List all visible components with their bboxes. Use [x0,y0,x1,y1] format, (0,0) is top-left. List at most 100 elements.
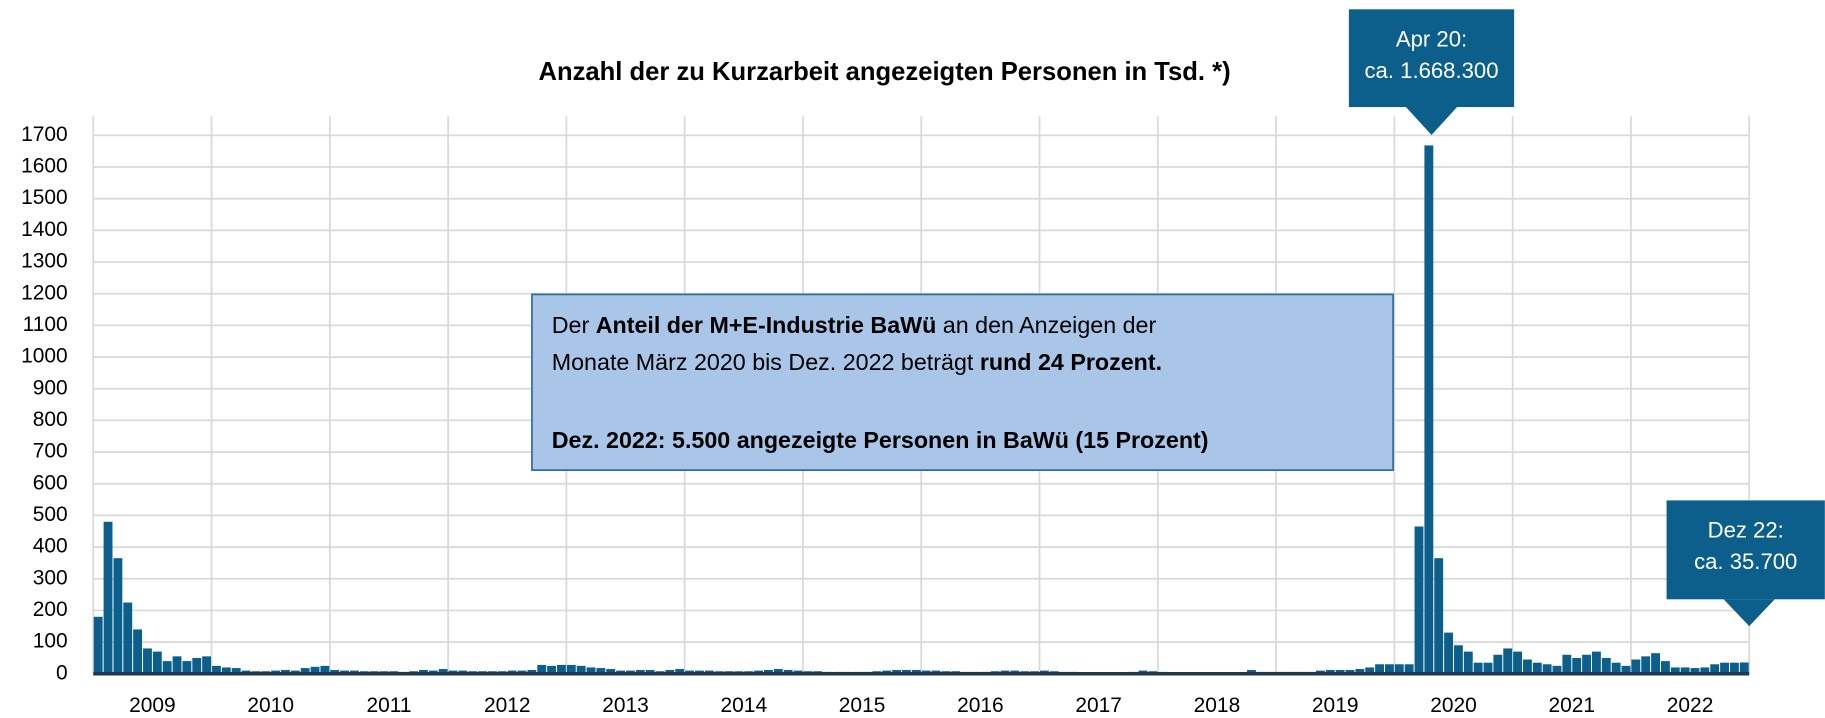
bar [1729,662,1739,674]
callout-box [1348,9,1515,108]
bar [1700,667,1710,674]
text-run: an den Anzeigen der [936,312,1156,338]
bar [1384,664,1394,674]
bar [1483,662,1493,674]
bar [675,669,685,674]
bar [143,648,152,674]
x-tick-label: 2018 [1194,694,1241,717]
bar [586,667,596,674]
bar [596,668,606,674]
y-tick-label: 1200 [21,281,68,304]
bar [419,669,428,674]
bar [547,665,557,674]
text-run: rund 24 Prozent. [980,349,1162,375]
y-tick-label: 1100 [23,313,68,336]
bar [1690,668,1700,674]
callout-box [1666,500,1825,600]
x-tick-label: 2013 [602,694,649,717]
bar [281,669,290,674]
bar [1651,653,1660,674]
bar [1641,656,1651,674]
bar [1434,558,1444,674]
y-tick-label: 500 [33,503,68,526]
y-tick-label: 700 [33,440,68,463]
x-tick-label: 2020 [1430,694,1477,717]
bar [1680,667,1690,674]
bar [1335,669,1345,674]
bar [1542,664,1552,674]
bar [576,665,586,674]
callout-text: ca. 35.700 [1694,549,1797,574]
y-tick-label: 900 [33,376,68,399]
bar [133,629,143,674]
callout-text: Dez 22: [1708,518,1784,543]
bar [93,616,103,674]
bar [1424,145,1434,674]
bar [310,666,320,674]
bar [113,558,123,674]
bar [1562,654,1572,674]
x-tick-label: 2015 [839,694,886,717]
callout-pointer [1405,107,1458,135]
bar [1631,659,1641,674]
text-run: Der [552,312,596,338]
bar [182,661,192,674]
bar [202,656,212,674]
bar [1355,669,1365,674]
bar [1513,651,1522,674]
bar [1493,654,1503,674]
x-tick-label: 2022 [1667,694,1714,717]
bar [1503,648,1513,674]
bar [665,669,675,674]
bar [1660,661,1670,674]
bar [557,664,566,674]
x-tick-label: 2010 [247,694,294,717]
bar [152,651,162,674]
text-box [531,293,1394,472]
y-tick-label: 200 [33,598,68,621]
bar [1375,664,1385,674]
bar [1394,664,1404,674]
y-tick-label: 1000 [21,345,68,368]
bar [300,668,310,674]
bar [1444,632,1454,674]
bar [162,661,172,674]
bar [1552,665,1562,674]
x-tick-label: 2017 [1075,694,1122,717]
bar [606,669,616,674]
y-tick-label: 1300 [21,250,68,273]
bar [1720,662,1729,674]
bar [172,656,182,674]
bar [320,665,330,674]
y-tick-label: 1600 [21,155,68,178]
text-run: Monate März 2020 bis Dez. 2022 beträgt [552,349,980,375]
text-run: Dez. 2022: 5.500 angezeigte Personen in … [552,427,1209,453]
bar [892,669,902,674]
bar [1365,667,1375,674]
x-tick-label: 2021 [1548,694,1595,717]
bar [221,667,231,674]
bar [1710,664,1720,674]
bar [212,665,221,674]
text-box-line: Der Anteil der M+E-Industrie BaWü an den… [552,312,1157,338]
bar [1611,662,1621,674]
bar [537,664,547,674]
x-tick-label: 2012 [484,694,531,717]
x-tick-label: 2014 [721,694,768,717]
bar [773,669,783,674]
text-box-line: Monate März 2020 bis Dez. 2022 beträgt r… [552,349,1162,375]
bar [103,521,113,674]
bar [192,657,202,674]
text-run: Anteil der M+E-Industrie BaWü [596,312,937,338]
y-tick-label: 0 [56,661,68,684]
bar [566,664,576,674]
bar [438,669,448,674]
bar [1325,669,1335,674]
y-tick-label: 600 [33,471,68,494]
x-tick-label: 2016 [957,694,1004,717]
bar [1621,665,1631,674]
y-tick-label: 400 [33,535,68,558]
bar [1532,662,1542,674]
x-tick-label: 2011 [366,694,411,717]
